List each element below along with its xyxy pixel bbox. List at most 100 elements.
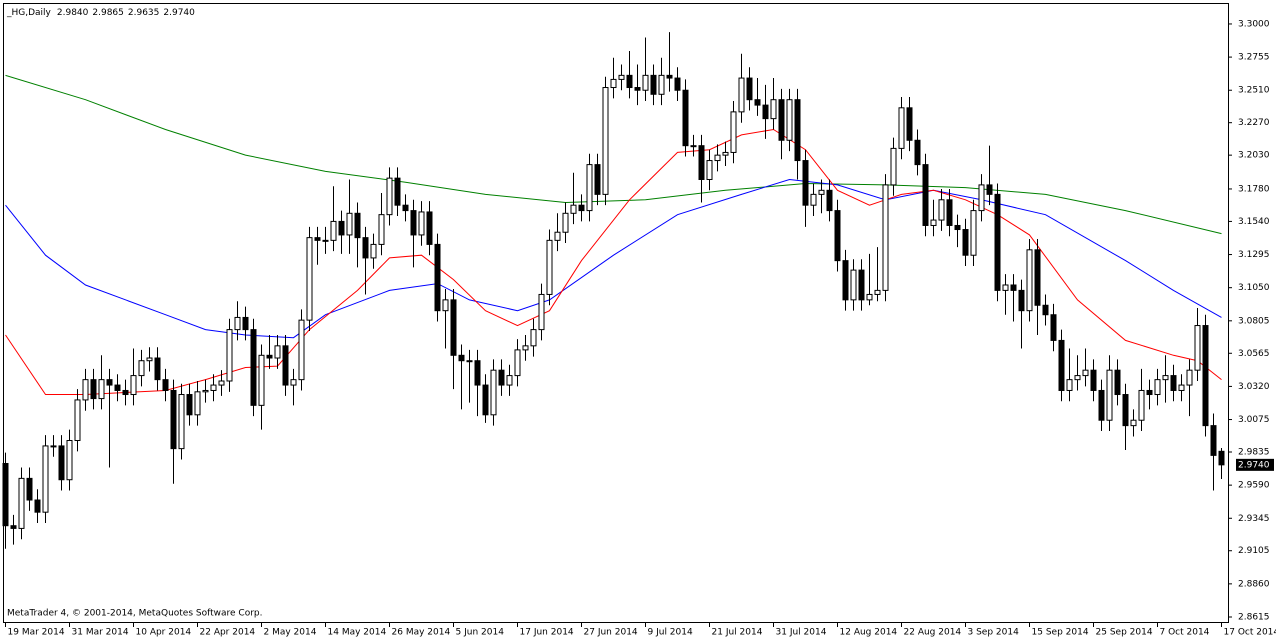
y-tick-label: 3.0320 (1238, 382, 1270, 392)
candle-body (1098, 389, 1105, 421)
y-tick-label: 3.2510 (1238, 86, 1270, 96)
candle-body (34, 499, 41, 513)
symbol: _HG,Daily (6, 8, 52, 18)
x-tick-label: 15 Sep 2014 (1032, 628, 1089, 638)
candle-body (858, 269, 865, 301)
candle-body (970, 210, 977, 256)
header: _HG,Daily 2.9840 2.9865 2.9635 2.9740 (6, 8, 195, 18)
candle-body (618, 74, 625, 80)
x-tick-label: 14 May 2014 (328, 628, 387, 638)
candle-body (322, 239, 329, 242)
candle-body (458, 354, 465, 362)
candle-body (850, 269, 857, 301)
high-value: 2.9865 (92, 8, 124, 18)
candle-body (402, 204, 409, 212)
candle-body (1178, 384, 1185, 391)
candle-body (522, 345, 529, 351)
candle-body (258, 354, 265, 406)
candle-body (418, 211, 425, 236)
candle-body (786, 99, 793, 141)
x-tick-label: 31 Mar 2014 (72, 628, 129, 638)
candle-body (218, 380, 225, 386)
candle-body (58, 445, 65, 481)
candle-body (346, 212, 353, 236)
candle-body (410, 210, 417, 236)
candle-body (466, 360, 473, 363)
candle-body (1170, 375, 1177, 391)
candle-body (1090, 369, 1097, 391)
x-tick-label: 10 Apr 2014 (136, 628, 192, 638)
y-tick-label: 2.8615 (1238, 612, 1270, 622)
candle-body (706, 160, 713, 180)
candle-body (162, 379, 169, 391)
candle-body (482, 384, 489, 416)
candle-body (434, 243, 441, 312)
candle-body (442, 299, 449, 312)
candle-body (898, 107, 905, 149)
candle-body (914, 139, 921, 166)
candle-body (26, 477, 33, 501)
candle-body (2, 462, 9, 527)
candle-body (10, 525, 17, 529)
candle-body (570, 204, 577, 214)
x-tick-label: 5 Jun 2014 (456, 628, 505, 638)
x-tick-label: 22 Apr 2014 (200, 628, 256, 638)
candle-body (1010, 284, 1017, 291)
candle-body (266, 354, 273, 359)
x-tick-label: 7 Oct 2014 (1160, 628, 1210, 638)
candle-body (490, 369, 497, 416)
candle-body (146, 357, 153, 362)
candle-body (106, 379, 113, 386)
footer: MetaTrader 4, © 2001-2014, MetaQuotes So… (7, 609, 263, 619)
candle-body (1066, 379, 1073, 391)
y-tick-label: 2.9835 (1238, 448, 1270, 458)
close-value: 2.9740 (163, 8, 195, 18)
candle-body (1082, 369, 1089, 377)
candle-body (66, 440, 73, 481)
price-tag-label: 2.9740 (1238, 460, 1270, 470)
candle-body (394, 177, 401, 206)
candle-body (562, 212, 569, 233)
candle-body (770, 99, 777, 120)
candle-body (698, 145, 705, 180)
candle-body (514, 349, 521, 377)
candle-body (746, 77, 753, 101)
y-tick-label: 3.2270 (1238, 118, 1270, 128)
candle-body (826, 189, 833, 212)
x-tick-label: 9 Jul 2014 (648, 628, 693, 638)
candle-body (202, 389, 209, 393)
candle-body (354, 212, 361, 239)
candle-body (810, 193, 817, 206)
candle-body (1026, 249, 1033, 312)
candle-body (986, 184, 993, 195)
y-tick-label: 3.1540 (1238, 217, 1270, 227)
x-tick-label: 2 May 2014 (264, 628, 317, 638)
candle-body (666, 74, 673, 79)
candle-body (962, 229, 969, 256)
candle-body (298, 319, 305, 381)
candle-body (338, 220, 345, 236)
candle-body (690, 145, 697, 148)
x-tick-label: 31 Jul 2014 (776, 628, 827, 638)
candle-body (1218, 450, 1225, 466)
low-value: 2.9635 (128, 8, 160, 18)
candle-body (362, 237, 369, 259)
y-tick-label: 3.2755 (1238, 53, 1270, 63)
candle-body (658, 74, 665, 95)
candle-body (546, 239, 553, 295)
candle-body (1106, 369, 1113, 421)
candle-body (954, 224, 961, 231)
candle-body (834, 210, 841, 262)
candle-body (274, 345, 281, 359)
candle-body (994, 193, 1001, 291)
candle-body (42, 445, 49, 513)
candle-body (730, 111, 737, 153)
candle-body (754, 99, 761, 106)
y-tick-label: 3.1050 (1238, 283, 1270, 293)
price-tag (1236, 458, 1274, 471)
x-tick-label: 19 Mar 2014 (8, 628, 65, 638)
candle-body (890, 147, 897, 186)
candle-body (818, 189, 825, 195)
